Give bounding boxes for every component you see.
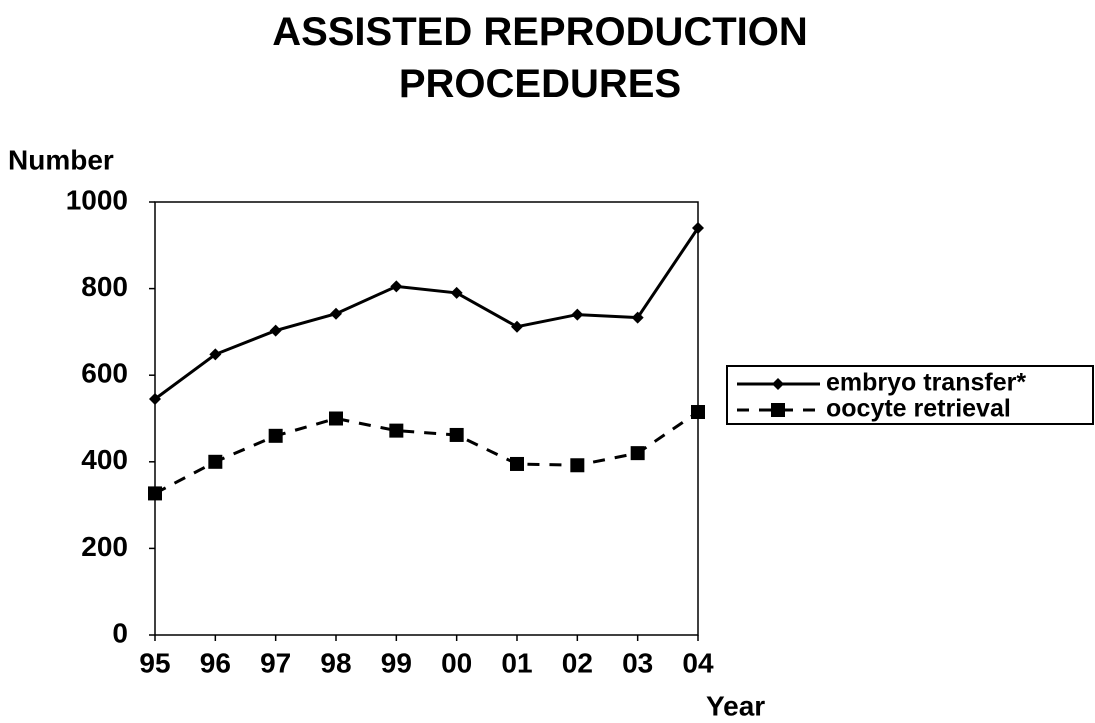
data-point [630, 446, 645, 461]
data-point [450, 286, 463, 299]
data-point [571, 308, 584, 321]
x-tick-label: 00 [441, 647, 472, 678]
data-point [510, 456, 524, 471]
x-tick-label: 04 [682, 647, 714, 678]
data-point [570, 458, 585, 473]
y-tick-label: 200 [81, 531, 128, 562]
x-tick-label: 02 [562, 647, 593, 678]
legend-box [726, 365, 1094, 425]
y-tick-label: 0 [112, 617, 128, 648]
legend-label: oocyte retrieval [826, 395, 1011, 423]
legend-marker [772, 378, 784, 390]
series-line [154, 227, 700, 401]
data-point [149, 393, 161, 406]
x-tick-label: 03 [622, 647, 653, 678]
legend-marker [771, 403, 785, 417]
data-point [209, 348, 222, 361]
y-tick-label: 400 [81, 444, 128, 475]
data-point [208, 454, 223, 469]
x-tick-label: 97 [260, 647, 291, 678]
data-point [269, 324, 282, 337]
data-point [329, 411, 343, 426]
data-point [268, 428, 283, 443]
y-tick-label: 600 [81, 358, 128, 389]
data-point [330, 307, 342, 320]
data-point [449, 427, 464, 442]
data-point [511, 320, 523, 333]
series-line [154, 410, 699, 495]
legend-label: embryo transfer* [826, 369, 1026, 397]
data-point [691, 405, 705, 420]
data-point [148, 486, 162, 501]
y-tick-label: 1000 [66, 184, 128, 215]
plot-frame [154, 201, 699, 636]
data-point [389, 423, 404, 438]
x-axis-label: Year [706, 690, 765, 721]
x-tick-label: 99 [381, 647, 412, 678]
x-tick-label: 96 [200, 647, 231, 678]
y-axis-label: Number [8, 144, 114, 175]
data-point [631, 311, 644, 324]
x-tick-label: 01 [501, 647, 532, 678]
y-tick-label: 800 [81, 271, 128, 302]
chart-title: ASSISTED REPRODUCTION PROCEDURES [272, 10, 808, 106]
data-point [390, 280, 403, 293]
x-tick-label: 98 [320, 647, 351, 678]
data-point [692, 221, 704, 234]
x-tick-label: 95 [139, 647, 170, 678]
